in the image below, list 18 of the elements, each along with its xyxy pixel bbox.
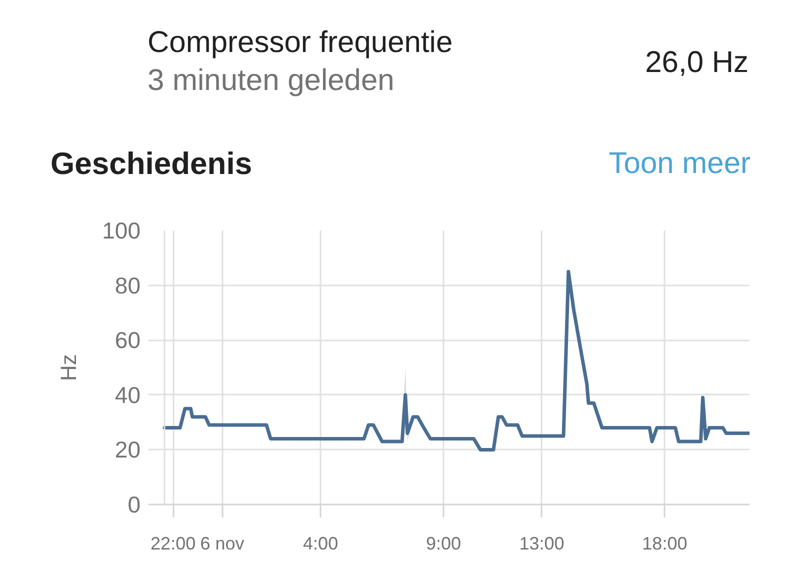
- x-tick-label: 4:00: [303, 534, 338, 554]
- x-tick-label: 6 nov: [200, 534, 244, 554]
- y-tick-label: 0: [128, 492, 141, 518]
- y-tick-label: 80: [114, 272, 141, 298]
- x-tick-label: 13:00: [519, 534, 564, 554]
- x-tick-label: 9:00: [426, 534, 461, 554]
- chart-subtitle: 3 minuten geleden: [148, 64, 394, 97]
- x-tick-label: 18:00: [642, 534, 688, 554]
- y-tick-label: 20: [114, 436, 141, 463]
- y-tick-label: 40: [114, 382, 141, 408]
- chart-title: Compressor frequentie: [148, 26, 453, 59]
- text: 26,0 Hz: [645, 46, 748, 79]
- y-tick-label: 60: [114, 327, 141, 354]
- text: Toon meer: [608, 147, 751, 180]
- y-axis-title: Hz: [56, 354, 82, 381]
- text: Geschiedenis: [50, 146, 252, 181]
- y-tick-label: 100: [102, 218, 140, 244]
- x-tick-label: 22:00: [150, 534, 196, 554]
